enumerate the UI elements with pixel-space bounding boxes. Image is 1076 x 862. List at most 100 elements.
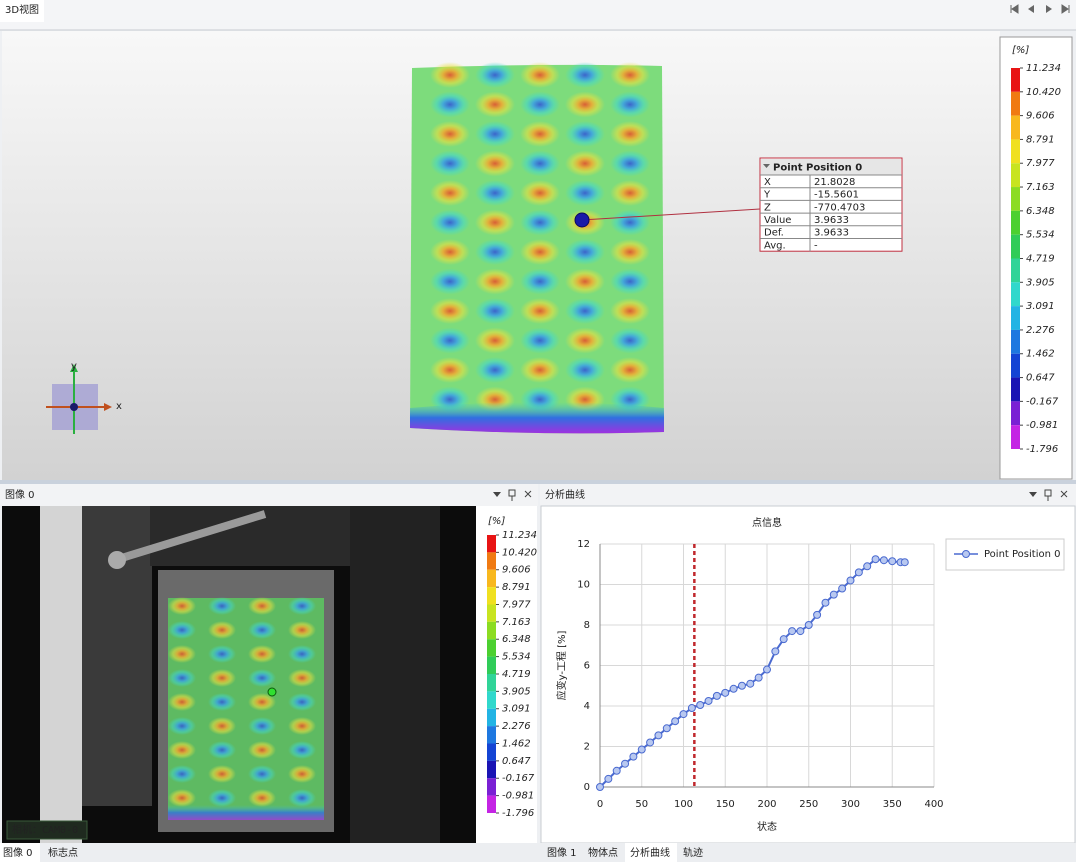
close-button[interactable] — [524, 490, 532, 498]
colorbar-label: 7.163 — [1026, 182, 1055, 193]
collapse-icon[interactable] — [763, 164, 770, 168]
strain-blob — [475, 180, 515, 206]
gizmo-y-arrow — [70, 364, 78, 372]
strain-blob — [610, 298, 650, 324]
x-tick-label: 300 — [841, 799, 860, 810]
nav-buttons — [1010, 4, 1070, 14]
strain-blob — [520, 91, 560, 118]
data-point — [888, 557, 897, 566]
dropdown-button[interactable] — [1029, 492, 1037, 497]
data-point — [796, 627, 805, 636]
strain-blob — [610, 327, 650, 354]
bottom-tab[interactable]: 分析曲线 — [630, 846, 670, 859]
strain-blob — [430, 150, 470, 177]
probe-cell: -770.4703 — [814, 202, 865, 213]
nav-prev[interactable] — [1028, 5, 1034, 13]
strain-blob — [610, 209, 650, 236]
data-point — [637, 745, 646, 754]
y-tick-label: 2 — [584, 742, 590, 753]
strain-blob — [520, 357, 560, 383]
nav-last[interactable] — [1061, 4, 1070, 14]
bottom-tab[interactable]: 轨迹 — [683, 846, 703, 859]
panel-title: 分析曲线 — [545, 488, 585, 501]
data-point — [788, 627, 797, 636]
strain-blob — [248, 597, 276, 615]
data-point — [704, 696, 713, 705]
nav-first[interactable] — [1010, 4, 1019, 14]
color-band — [1011, 234, 1020, 259]
nav-next[interactable] — [1046, 5, 1052, 13]
colorbar-label: 11.234 — [1026, 63, 1061, 74]
colorbar-label: 3.091 — [502, 704, 531, 715]
color-band — [487, 743, 496, 761]
colorbar-label: -1.796 — [502, 808, 534, 819]
strain-blob — [430, 357, 470, 383]
tab-title: 3D视图 — [5, 3, 39, 16]
colorbar-label: 10.420 — [1026, 87, 1061, 98]
data-point — [654, 731, 663, 740]
colorbar-label: 5.534 — [1026, 230, 1055, 241]
probe-point[interactable] — [574, 212, 590, 228]
data-point — [846, 576, 855, 585]
data-point — [671, 717, 680, 726]
strain-blob — [288, 717, 316, 735]
colorbar-label: 3.905 — [502, 686, 531, 697]
colorbar-label: 6.348 — [1026, 206, 1055, 217]
probe-cell: 3.9633 — [814, 215, 849, 226]
probe-cell: Avg. — [764, 240, 786, 251]
color-band — [1011, 115, 1020, 140]
strain-blob — [168, 621, 196, 639]
strain-blob — [168, 669, 196, 687]
colorbar-label: 9.606 — [502, 565, 531, 576]
data-point — [621, 759, 630, 768]
x-tick-label: 400 — [924, 799, 943, 810]
strain-blob — [208, 669, 236, 687]
pin-button[interactable] — [1044, 489, 1052, 501]
strain-blob — [475, 62, 515, 88]
axis-gizmo — [46, 364, 112, 434]
dropdown-button[interactable] — [493, 492, 501, 497]
probe-cell: Z — [764, 202, 771, 213]
color-band — [1011, 187, 1020, 211]
strain-blob — [208, 645, 236, 663]
strain-blob — [565, 91, 605, 118]
bottom-tab[interactable]: 图像 1 — [547, 847, 577, 859]
color-band — [487, 708, 496, 727]
data-point — [737, 681, 746, 690]
image-panel-header — [0, 484, 538, 506]
tab-3d-bg[interactable] — [0, 0, 44, 22]
x-tick-label: 150 — [716, 799, 735, 810]
strain-blob — [565, 268, 605, 295]
colorbar-label: -0.981 — [502, 791, 534, 802]
legend-marker — [962, 550, 970, 558]
strain-blob — [248, 645, 276, 663]
axis-label: y — [71, 361, 77, 372]
strain-blob — [168, 645, 196, 663]
x-axis-label: 状态 — [757, 820, 777, 833]
y-tick-label: 0 — [584, 782, 590, 793]
bottom-tab[interactable]: 标志点 — [48, 846, 78, 859]
color-band — [1011, 401, 1020, 426]
strain-blob — [168, 693, 196, 711]
color-band — [487, 621, 496, 640]
probe-cell: X — [764, 177, 771, 188]
overlay-edge — [168, 805, 324, 820]
probe-cell: - — [814, 240, 818, 251]
probe-header — [761, 159, 901, 175]
strain-blob — [520, 180, 560, 206]
active-tab-bg — [625, 843, 677, 862]
bottom-tab[interactable]: 物体点 — [588, 846, 618, 859]
colorbar-label: 1.462 — [1026, 349, 1055, 360]
color-band — [1011, 353, 1020, 378]
color-band — [487, 795, 496, 813]
strain-blob — [475, 268, 515, 295]
strain-blob — [168, 741, 196, 759]
y-axis-label: 应变y-工程 [%] — [555, 630, 568, 700]
colorbar-label: 7.163 — [502, 617, 531, 628]
close-button[interactable] — [1060, 490, 1068, 498]
x-tick-label: 100 — [674, 799, 693, 810]
bottom-tab[interactable]: 图像 0 — [3, 847, 33, 859]
point-marker-2d[interactable] — [267, 687, 277, 697]
colorbar-label: 0.647 — [1026, 373, 1055, 384]
pin-button[interactable] — [508, 489, 516, 501]
